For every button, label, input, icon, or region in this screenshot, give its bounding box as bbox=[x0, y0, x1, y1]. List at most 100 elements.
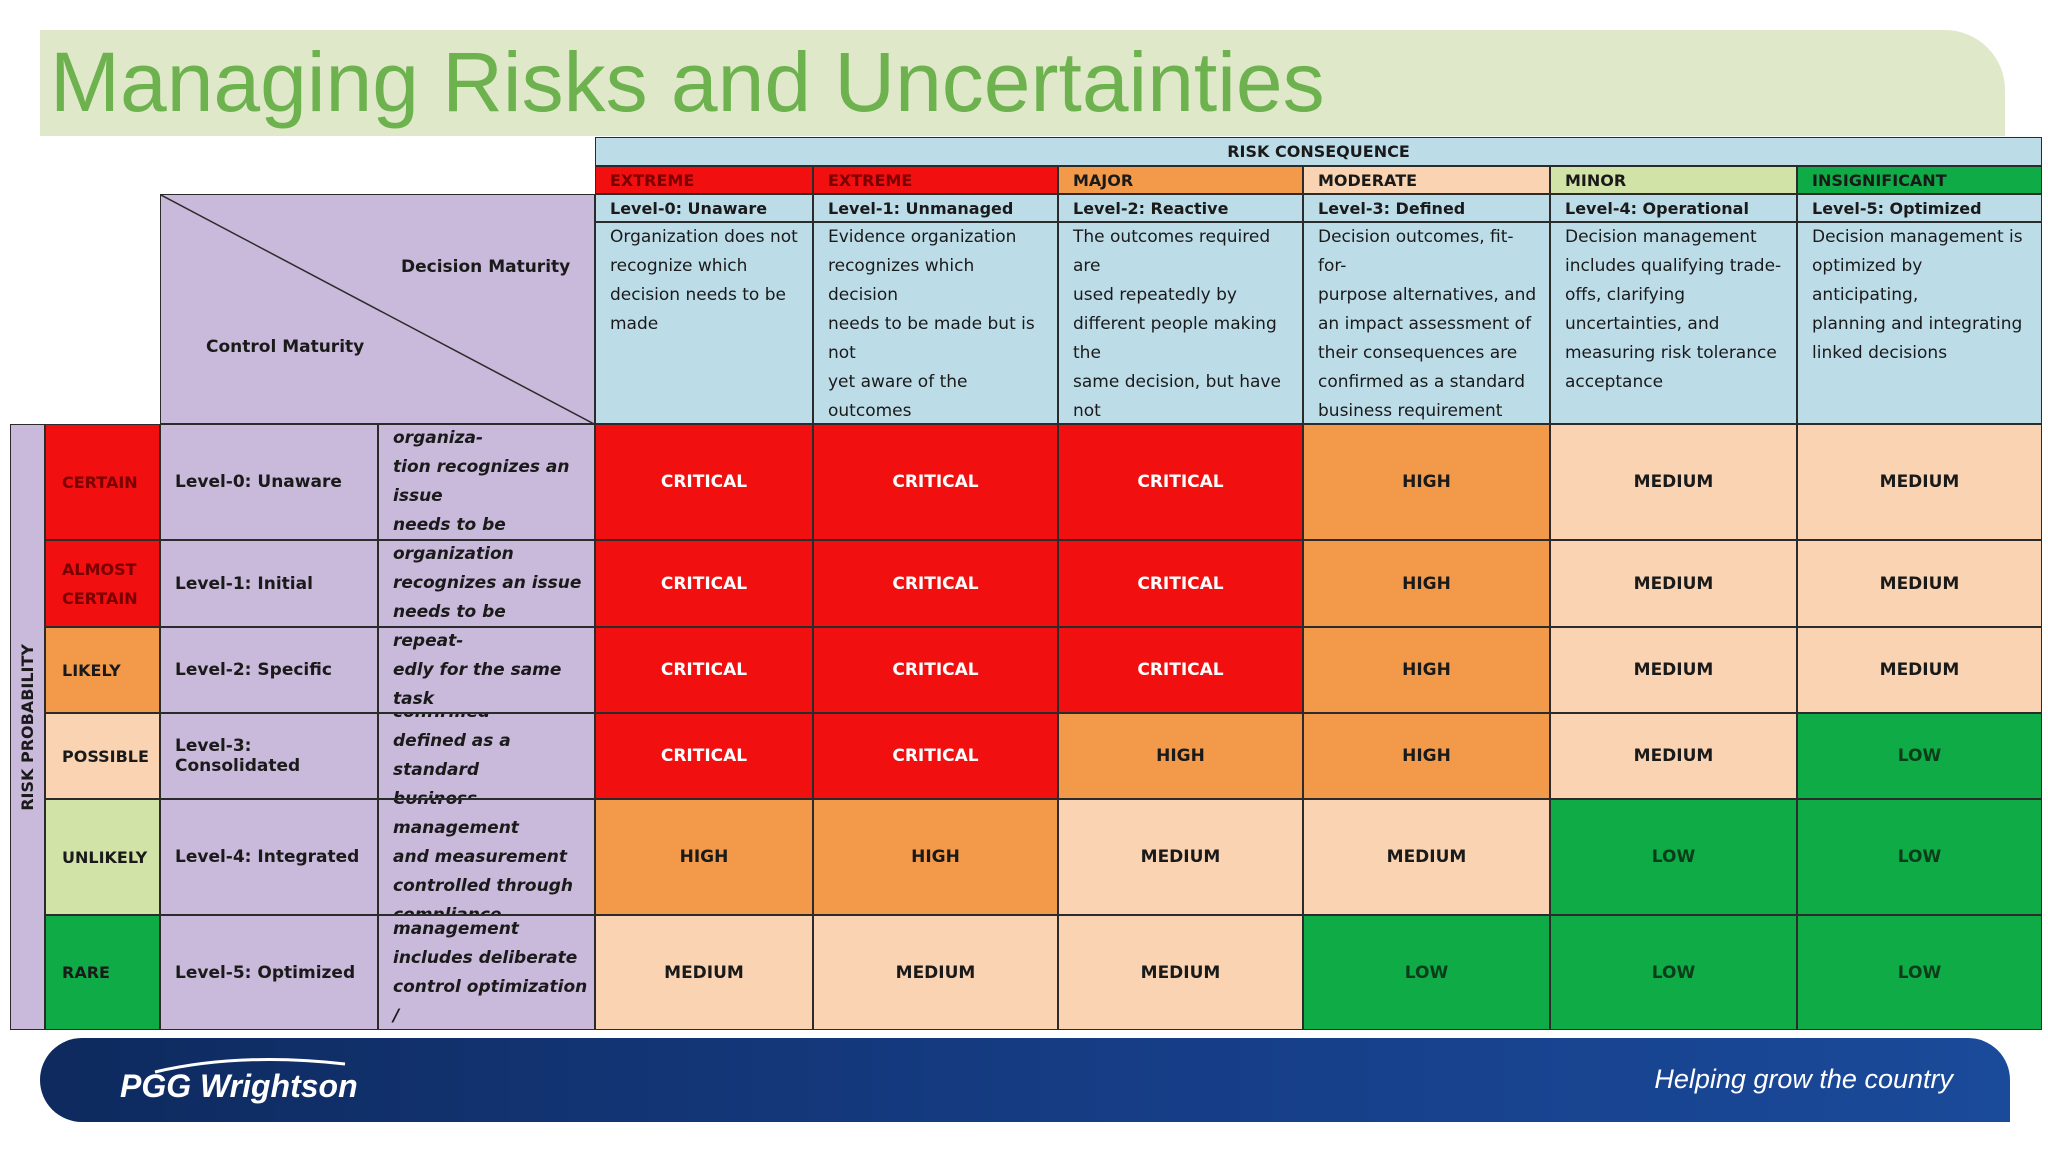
risk-level-text: HIGH bbox=[911, 847, 960, 867]
decision-level-3: Level-3: Defined bbox=[1303, 194, 1550, 222]
risk-cell: LOW bbox=[1550, 915, 1797, 1030]
control-desc-line: Control management bbox=[393, 800, 519, 838]
risk-cell: CRITICAL bbox=[595, 540, 813, 627]
decision-desc-line: confirmed as a standard bbox=[1318, 372, 1526, 392]
control-desc-line: defined as a standard bbox=[393, 731, 511, 780]
risk-level-text: MEDIUM bbox=[1633, 746, 1714, 766]
control-desc-line: Evidence organization bbox=[393, 544, 514, 564]
consequence-label-2: MAJOR bbox=[1058, 166, 1303, 194]
decision-desc-line: Organization does not bbox=[610, 227, 798, 247]
control-maturity-label: Control Maturity bbox=[206, 337, 365, 357]
control-desc-line: control optimization / bbox=[393, 976, 588, 1026]
logo-swoosh-icon bbox=[154, 1058, 346, 1074]
control-desc-line: and measurement bbox=[393, 846, 567, 867]
control-level-5: Level-5: Optimized bbox=[160, 915, 378, 1030]
control-level-1: Level-1: Initial bbox=[160, 540, 378, 627]
control-desc-text: Control is used repeat-edly for the same… bbox=[393, 628, 588, 712]
risk-level-text: MEDIUM bbox=[1879, 660, 1960, 680]
decision-desc-line: Decision outcomes, fit-for- bbox=[1318, 227, 1514, 276]
title-band bbox=[40, 30, 2005, 136]
decision-desc-line: decision needs to be bbox=[610, 285, 786, 305]
risk-cell: CRITICAL bbox=[813, 713, 1058, 799]
control-level-text: Level-0: Unaware bbox=[175, 472, 342, 492]
probability-label: RARE bbox=[62, 963, 110, 982]
probability-label: ALMOST CERTAIN bbox=[62, 559, 138, 608]
decision-desc-line: uncertainties, and bbox=[1565, 314, 1720, 334]
risk-cell: MEDIUM bbox=[595, 915, 813, 1030]
consequence-label-text: MAJOR bbox=[1073, 170, 1134, 190]
risk-level-text: LOW bbox=[1897, 746, 1942, 766]
control-desc-line: tion recognizes an issue bbox=[393, 457, 570, 506]
risk-level-text: MEDIUM bbox=[1140, 962, 1221, 983]
risk-cell: CRITICAL bbox=[595, 424, 813, 540]
consequence-label-text: INSIGNIFICANT bbox=[1812, 170, 1947, 190]
risk-cell: LOW bbox=[1797, 915, 2042, 1030]
probability-label: POSSIBLE bbox=[62, 746, 149, 766]
risk-level-text: LOW bbox=[1404, 962, 1449, 983]
risk-level-text: CRITICAL bbox=[892, 660, 979, 680]
decision-desc-3: Decision outcomes, fit-for-purpose alter… bbox=[1303, 222, 1550, 424]
decision-desc-line: purpose alternatives, and bbox=[1318, 285, 1537, 305]
risk-level-text: CRITICAL bbox=[1137, 660, 1224, 680]
risk-cell: CRITICAL bbox=[595, 713, 813, 799]
decision-level-1: Level-1: Unmanaged bbox=[813, 194, 1058, 222]
tagline: Helping grow the country bbox=[1654, 1064, 1953, 1094]
decision-level-text: Level-5: Optimized bbox=[1812, 198, 1982, 218]
probability-label: CERTAIN bbox=[62, 472, 138, 492]
decision-level-text: Level-0: Unaware bbox=[610, 198, 768, 218]
risk-cell: LOW bbox=[1550, 799, 1797, 915]
decision-level-5: Level-5: Optimized bbox=[1797, 194, 2042, 222]
risk-cell: CRITICAL bbox=[813, 540, 1058, 627]
decision-desc-line: their consequences are bbox=[1318, 343, 1518, 363]
decision-level-text: Level-3: Defined bbox=[1318, 198, 1466, 218]
risk-cell: MEDIUM bbox=[1550, 627, 1797, 713]
risk-cell: CRITICAL bbox=[595, 627, 813, 713]
control-desc-line: No evidence organiza- bbox=[393, 428, 484, 448]
control-desc-5: Control management includes deliberate con… bbox=[378, 915, 595, 1030]
risk-matrix: RISK CONSEQUENCE EXTREME Level-0: Unaware O… bbox=[10, 137, 2042, 1030]
decision-desc-2: The outcomes required are used repeatedly… bbox=[1058, 222, 1303, 424]
consequence-label-4: MINOR bbox=[1550, 166, 1797, 194]
control-desc-line: compliance bbox=[393, 904, 502, 915]
consequence-label-text: MINOR bbox=[1565, 170, 1627, 190]
risk-level-text: HIGH bbox=[679, 847, 729, 867]
risk-cell: LOW bbox=[1797, 799, 2042, 915]
consequence-label-5: INSIGNIFICANT bbox=[1797, 166, 2042, 194]
control-level-4: Level-4: Integrated bbox=[160, 799, 378, 915]
consequence-label-1: EXTREME bbox=[813, 166, 1058, 194]
risk-level-text: HIGH bbox=[1156, 746, 1205, 766]
risk-cell: CRITICAL bbox=[813, 424, 1058, 540]
risk-level-text: CRITICAL bbox=[892, 573, 979, 594]
decision-level-2: Level-2: Reactive bbox=[1058, 194, 1303, 222]
page-title: Managing Risks and Uncertainties bbox=[50, 35, 1325, 129]
risk-level-text: MEDIUM bbox=[1633, 660, 1714, 680]
decision-desc-1: Evidence organization recognizes which de… bbox=[813, 222, 1058, 424]
control-level-text: Level-3: Consolidated bbox=[175, 736, 301, 776]
risk-cell: HIGH bbox=[1303, 627, 1550, 713]
risk-level-text: CRITICAL bbox=[892, 746, 979, 766]
risk-level-text: MEDIUM bbox=[1140, 847, 1221, 867]
control-desc-text: Evidence organization recognizes an issue… bbox=[393, 541, 588, 626]
risk-level-text: HIGH bbox=[1402, 573, 1451, 594]
risk-level-text: MEDIUM bbox=[1633, 573, 1714, 594]
risk-cell: MEDIUM bbox=[1058, 799, 1303, 915]
risk-cell: HIGH bbox=[595, 799, 813, 915]
risk-level-text: LOW bbox=[1651, 962, 1696, 983]
risk-level-text: HIGH bbox=[1402, 472, 1451, 492]
risk-level-text: CRITICAL bbox=[1137, 573, 1224, 594]
decision-desc-5: Decision management is optimized by antic… bbox=[1797, 222, 2042, 424]
footer-band bbox=[40, 1038, 2010, 1122]
risk-level-text: CRITICAL bbox=[1137, 472, 1224, 492]
control-desc-2: Control is used repeat-edly for the same… bbox=[378, 627, 595, 713]
risk-cell: MEDIUM bbox=[1797, 540, 2042, 627]
consequence-label-text: MODERATE bbox=[1318, 170, 1418, 190]
decision-desc-line: acceptance bbox=[1565, 372, 1664, 392]
decision-desc-line: recognizes which decision bbox=[828, 256, 975, 305]
consequence-label-3: MODERATE bbox=[1303, 166, 1550, 194]
probability-3: POSSIBLE bbox=[45, 713, 160, 799]
risk-level-text: MEDIUM bbox=[1879, 573, 1960, 594]
control-desc-line: needs to be controlled bbox=[393, 515, 506, 535]
probability-4: UNLIKELY bbox=[45, 799, 160, 915]
decision-desc-line: same decision, but have not bbox=[1073, 372, 1281, 421]
risk-cell: MEDIUM bbox=[1797, 627, 2042, 713]
